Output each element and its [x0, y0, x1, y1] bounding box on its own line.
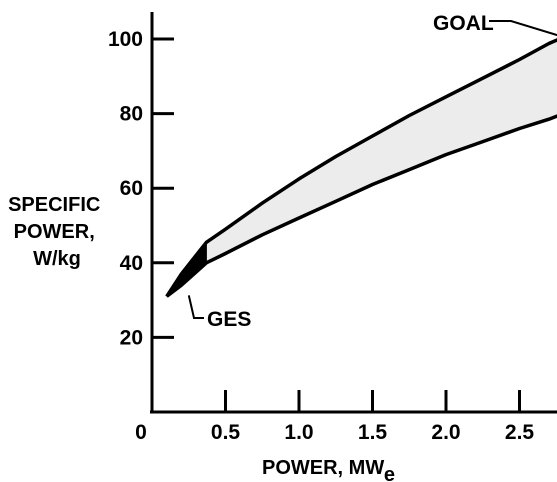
- y-axis-title: SPECIFIC POWER, W/kg: [8, 194, 106, 270]
- goal-leader-line: [489, 20, 557, 37]
- x-axis-title-subscript: e: [384, 464, 395, 482]
- y-axis-title-line-1: SPECIFIC: [8, 194, 100, 216]
- y-tick-label: 40: [120, 252, 143, 275]
- y-axis-ticks: 20 40 60 80 100: [108, 28, 174, 349]
- y-tick-label: 80: [120, 103, 143, 126]
- plot-area: [165, 38, 557, 298]
- x-axis-title: POWER, MWe: [262, 457, 395, 482]
- y-axis-title-line-2: POWER,: [14, 221, 95, 243]
- x-axis-title-main: POWER, MW: [262, 457, 384, 479]
- y-tick-label: 100: [108, 28, 143, 51]
- annotations: GOAL GES: [187, 12, 557, 331]
- x-tick-label: 2.0: [431, 421, 460, 444]
- x-tick-label: 2.5: [505, 421, 535, 444]
- series-line-upper: [165, 38, 557, 298]
- ges-leader-line: [187, 295, 204, 319]
- series-line-lower: [165, 114, 557, 298]
- y-axis-title-line-3: W/kg: [33, 248, 81, 270]
- y-tick-label: 60: [120, 177, 143, 200]
- y-tick-label: 20: [120, 326, 143, 349]
- x-tick-label: 1.0: [284, 421, 313, 444]
- origin-label: 0: [135, 421, 147, 444]
- x-tick-label: 1.5: [358, 421, 388, 444]
- ges-label: GES: [207, 308, 251, 331]
- x-axis-ticks: 0.5 1.0 1.5 2.0 2.5: [211, 390, 535, 444]
- shaded-band: [166, 39, 557, 297]
- x-tick-label: 0.5: [211, 421, 241, 444]
- goal-label: GOAL: [433, 12, 494, 35]
